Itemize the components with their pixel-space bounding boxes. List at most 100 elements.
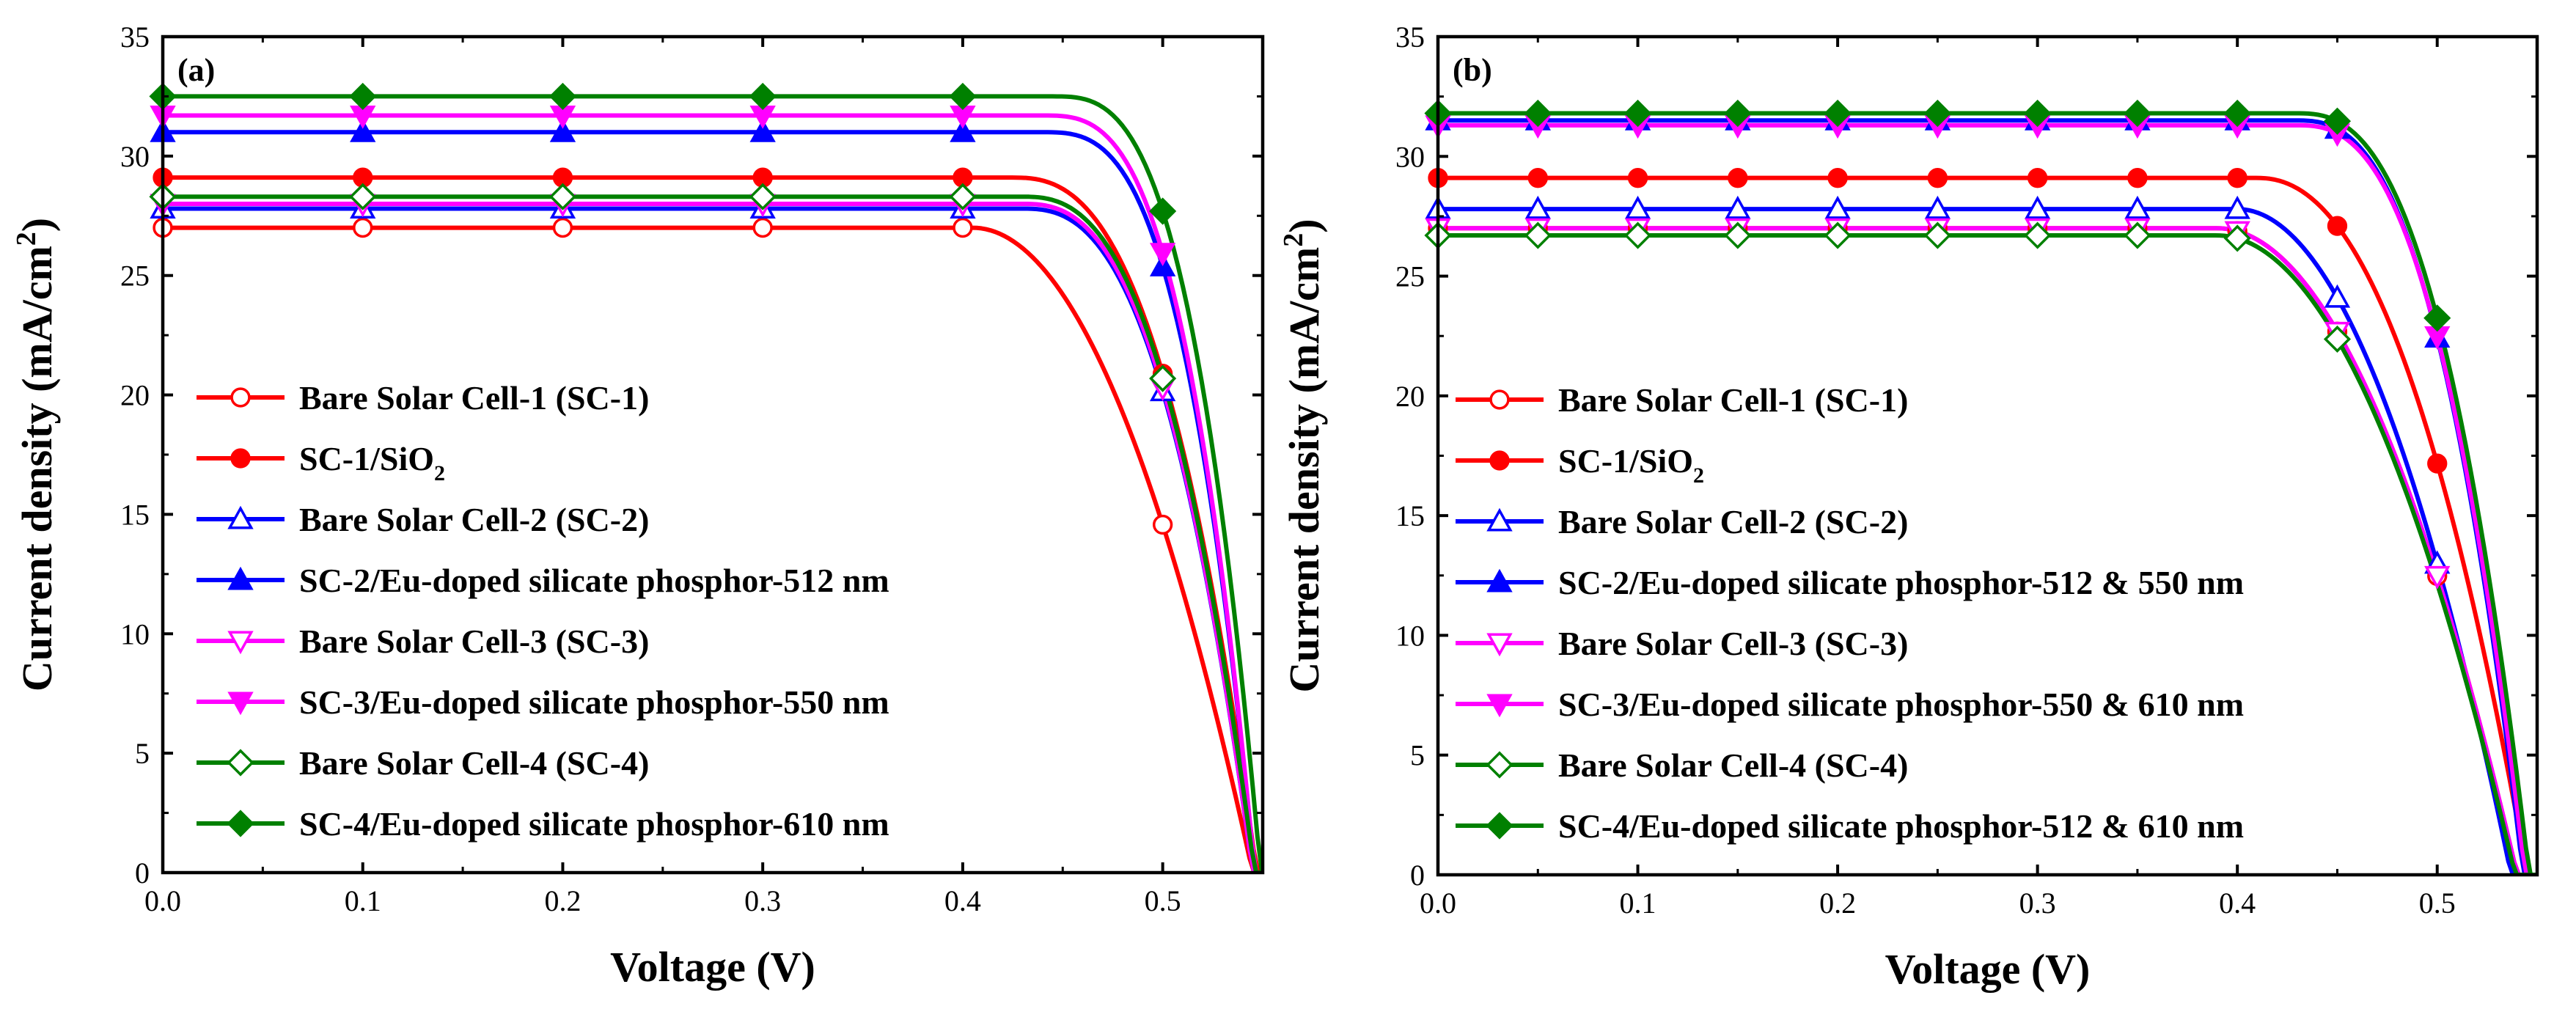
panel-a-series-7-marker-2 <box>349 183 377 210</box>
panel-b-series-2-marker-5 <box>1827 168 1848 188</box>
panel-b-ytick-label-1: 5 <box>1410 739 1425 772</box>
panel-b-series-8-markers <box>1424 99 2451 332</box>
panel-b-series-2-line <box>1438 175 2537 875</box>
panel-a-xaxis-title: Voltage (V) <box>610 943 815 991</box>
panel-a-chart: 0 5 10 15 20 25 30 35 0.0 0.1 0.2 0.3 0.4 0.5 Voltage … <box>11 21 1265 991</box>
panel-a-ytick-label-1: 5 <box>135 737 150 770</box>
panel-a-legend-marker-8 <box>227 810 254 837</box>
panel-a-panel-label: (a) <box>177 52 215 88</box>
panel-a-series-8-markers <box>149 82 1177 225</box>
panel-b-legend-label-4: SC-2/Eu-doped silicate phosphor-512 & 55… <box>1558 564 2244 601</box>
panel-a-ytick-label-5: 25 <box>120 260 150 293</box>
panel-a-series-1-markers <box>153 217 1173 535</box>
panel-b-series-8-marker-8 <box>2124 99 2151 128</box>
panel-b-legend: Bare Solar Cell-1 (SC-1) SC-1/SiO2 Bare So… <box>1456 381 2244 845</box>
panel-b-series-2-marker-7 <box>2027 168 2048 188</box>
panel-b-series-8-marker-9 <box>2223 99 2251 128</box>
panel-b-series-8-marker-6 <box>1923 99 1951 128</box>
panel-b-panel-label: (b) <box>1453 52 1492 88</box>
panel-b-legend-label-8-main: SC-4/Eu-doped silicate phosphor-512 & 61… <box>1558 807 2244 845</box>
panel-b-series-8-marker-5 <box>1824 99 1852 128</box>
panel-a-series-8-marker-4 <box>749 82 777 111</box>
panel-b-series-8-marker-7 <box>2024 99 2052 128</box>
panel-a-series-4-marker-4 <box>749 118 776 142</box>
panel-b-legend-label-5-main: Bare Solar Cell-3 (SC-3) <box>1558 625 1908 662</box>
panel-b-series-7-marker-7 <box>2024 221 2052 249</box>
panel-b-series-4-line <box>1438 118 2537 875</box>
panel-a-series-8-line <box>163 94 1263 873</box>
panel-a-series-1-marker-3 <box>552 217 573 238</box>
panel-a-legend-label-2: SC-1/SiO2 <box>299 440 445 485</box>
panel-a-legend-marker-5 <box>227 631 254 655</box>
panel-b-series-8-marker-4 <box>1724 99 1752 128</box>
panel-a-series-7-marker-5 <box>949 183 977 210</box>
panel-b-legend-marker-1 <box>1489 389 1510 410</box>
panel-b-xtick-label-0: 0.0 <box>1420 887 1456 920</box>
panel-b-series-8-marker-10 <box>2323 107 2352 135</box>
panel-a-series-1-marker-4 <box>752 217 773 238</box>
panel-b-series-5-marker-11 <box>2424 565 2451 590</box>
panel-b-series-7-marker-3 <box>1623 221 1652 249</box>
panel-a-legend-label-5: Bare Solar Cell-3 (SC-3) <box>299 623 649 660</box>
panel-a-yaxis-title-main: Current density (mA/cm <box>13 246 61 691</box>
panel-a-series-1-marker-5 <box>953 217 973 238</box>
panel-b-series-8-line <box>1438 111 2537 875</box>
panel-a-legend-label-8-main: SC-4/Eu-doped silicate phosphor-610 nm <box>299 805 889 843</box>
panel-b-legend-label-1-main: Bare Solar Cell-1 (SC-1) <box>1558 381 1908 419</box>
panel-b-ytick-label-6: 30 <box>1395 140 1425 173</box>
panel-a-legend-label-8: SC-4/Eu-doped silicate phosphor-610 nm <box>299 805 889 843</box>
panel-b-legend-label-3-main: Bare Solar Cell-2 (SC-2) <box>1558 503 1908 540</box>
panel-a-legend-label-2-main: SC-1/SiO <box>299 440 434 477</box>
panel-b-series-7-line <box>1438 233 2536 875</box>
panel-a-series-1-marker-2 <box>353 217 373 238</box>
panel-a-legend-label-7-main: Bare Solar Cell-4 (SC-4) <box>299 744 649 782</box>
panel-b-xtick-label-5: 0.5 <box>2419 887 2456 920</box>
panel-a-legend: Bare Solar Cell-1 (SC-1) SC-1/SiO2 Bare So… <box>197 379 889 843</box>
panel-a-yaxis-title-sup: 2 <box>11 232 42 246</box>
panel-b-series-7-marker-2 <box>1524 221 1552 249</box>
panel-a-legend-label-7: Bare Solar Cell-4 (SC-4) <box>299 744 649 782</box>
panel-b-series-3-marker-4 <box>1725 195 1751 219</box>
panel-b-legend-marker-3 <box>1486 507 1513 532</box>
panel-b-ytick-label-5: 25 <box>1395 260 1425 293</box>
panel-a-legend-label-6-main: SC-3/Eu-doped silicate phosphor-550 nm <box>299 683 889 721</box>
panel-b-ytick-label-7: 35 <box>1395 21 1425 54</box>
panel-a-xtick-label-5: 0.5 <box>1145 884 1181 917</box>
panel-b-series-8-marker-2 <box>1524 99 1552 128</box>
panel-a-curves <box>163 94 1263 873</box>
panel-a-legend-label-4-main: SC-2/Eu-doped silicate phosphor-512 nm <box>299 562 889 599</box>
panel-a-series-8-marker-3 <box>548 82 577 111</box>
panel-b-legend-label-6: SC-3/Eu-doped silicate phosphor-550 & 61… <box>1558 686 2244 723</box>
panel-b-series-2-markers <box>1428 168 2448 474</box>
panel-b-series-3-marker-6 <box>1924 195 1951 219</box>
panel-b-legend-label-2-main: SC-1/SiO <box>1558 442 1693 480</box>
panel-b-series-7-marker-6 <box>1923 221 1951 249</box>
panel-a-xtick-label-3: 0.3 <box>744 884 781 917</box>
panel-b-legend-label-3: Bare Solar Cell-2 (SC-2) <box>1558 503 1908 540</box>
panel-b-series-3-marker-10 <box>2324 284 2351 308</box>
panel-a-xtick-label-4: 0.4 <box>944 884 981 917</box>
panel-b-series-7-marker-8 <box>2124 221 2151 249</box>
panel-a-series-5-line <box>163 202 1263 873</box>
panel-a-legend-label-6: SC-3/Eu-doped silicate phosphor-550 nm <box>299 683 889 721</box>
panel-a-series-2-markers <box>153 167 1173 384</box>
panel-b-legend-marker-7 <box>1486 751 1513 779</box>
panel-a-series-4-line <box>163 130 1263 873</box>
panel-a-legend-label-3-main: Bare Solar Cell-2 (SC-2) <box>299 501 649 538</box>
panel-b-series-7-marker-5 <box>1824 221 1852 249</box>
panel-b-series-7-markers <box>1424 221 2352 353</box>
panel-b-legend-label-2: SC-1/SiO2 <box>1558 442 1704 488</box>
panel-a-ytick-label-0: 0 <box>135 856 150 889</box>
panel-b-ytick-label-3: 15 <box>1395 499 1425 532</box>
panel-b-xtick-label-1: 0.1 <box>1620 887 1656 920</box>
panel-b-xtick-label-4: 0.4 <box>2219 887 2256 920</box>
panel-b-legend-label-4-main: SC-2/Eu-doped silicate phosphor-512 & 55… <box>1558 564 2244 601</box>
panel-a-series-7-marker-4 <box>749 183 777 210</box>
panel-b-series-3-marker-2 <box>1524 195 1551 219</box>
panel-b-xaxis-title: Voltage (V) <box>1885 945 2091 993</box>
panel-a-xtick-label-0: 0.0 <box>144 884 181 917</box>
panel-a-legend-marker-2 <box>230 448 251 469</box>
panel-a-series-3-line <box>163 206 1263 873</box>
